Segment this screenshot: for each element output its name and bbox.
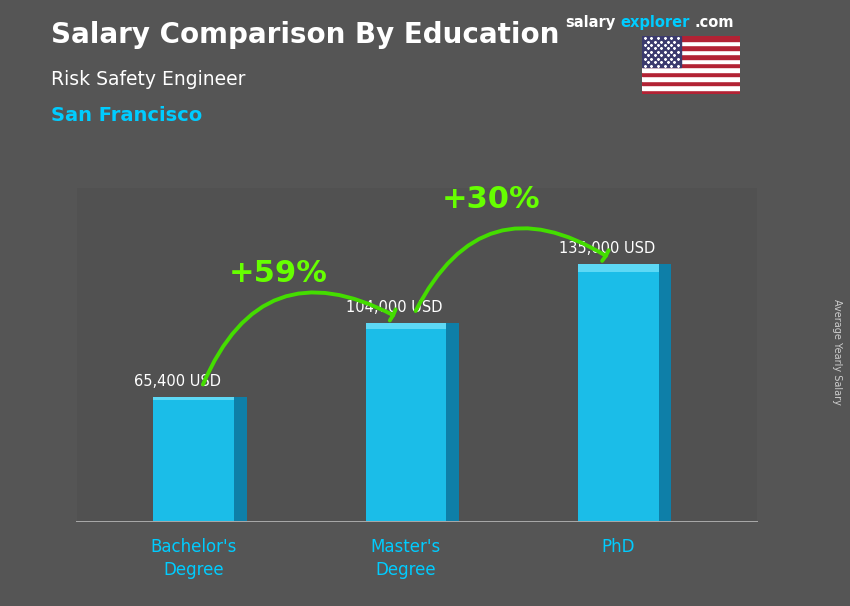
- Text: San Francisco: San Francisco: [51, 106, 202, 125]
- Bar: [642, 41, 740, 45]
- Bar: [642, 54, 740, 59]
- Bar: [366, 323, 446, 521]
- Bar: [642, 81, 740, 85]
- Bar: [642, 59, 740, 63]
- Text: Risk Safety Engineer: Risk Safety Engineer: [51, 70, 246, 88]
- Bar: [578, 264, 659, 271]
- Bar: [642, 76, 740, 81]
- Text: +59%: +59%: [229, 259, 328, 288]
- Text: salary: salary: [565, 15, 615, 30]
- Text: +30%: +30%: [441, 185, 541, 215]
- Text: Salary Comparison By Education: Salary Comparison By Education: [51, 21, 559, 49]
- Text: 135,000 USD: 135,000 USD: [559, 241, 655, 256]
- Text: explorer: explorer: [620, 15, 690, 30]
- Text: .com: .com: [694, 15, 734, 30]
- Bar: [234, 396, 246, 521]
- Bar: [642, 36, 740, 41]
- Text: 104,000 USD: 104,000 USD: [347, 301, 443, 316]
- Bar: [642, 63, 740, 67]
- Bar: [659, 264, 672, 521]
- Bar: [642, 90, 740, 94]
- Bar: [642, 72, 740, 76]
- Bar: [366, 323, 446, 329]
- Bar: [578, 264, 659, 521]
- Bar: [642, 45, 740, 50]
- Bar: [153, 396, 234, 521]
- Text: Average Yearly Salary: Average Yearly Salary: [832, 299, 842, 404]
- Text: 65,400 USD: 65,400 USD: [133, 374, 221, 389]
- Bar: [642, 50, 740, 54]
- Bar: [446, 323, 459, 521]
- Bar: [642, 85, 740, 90]
- Bar: [153, 396, 234, 401]
- Bar: [642, 67, 740, 72]
- Bar: [642, 36, 681, 67]
